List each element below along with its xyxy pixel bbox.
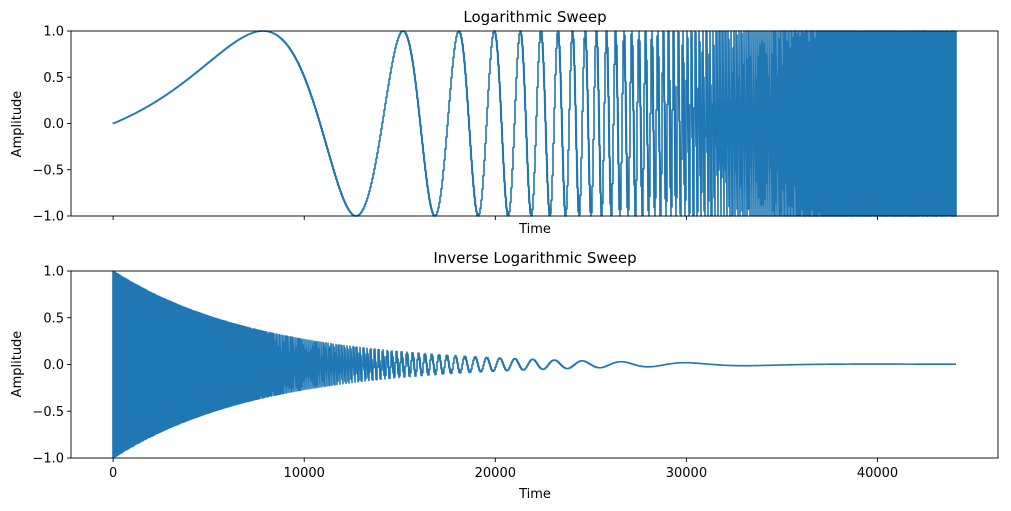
x-tick-label: 40000 xyxy=(857,466,898,481)
x-ticks: 0 10000 20000 30000 40000 xyxy=(109,458,898,481)
y-axis-label: Amplitude xyxy=(10,91,25,158)
chart-title: Logarithmic Sweep xyxy=(463,8,606,26)
plot-area xyxy=(112,30,957,217)
x-tick-label: 0 xyxy=(109,466,117,481)
y-tick-label: 1.0 xyxy=(43,265,64,280)
subplot-inverse-logarithmic-sweep: Inverse Logarithmic Sweep −1.0 −0.5 0.0 0.5… xyxy=(10,249,999,502)
y-tick-label: −0.5 xyxy=(32,163,64,178)
series-line xyxy=(112,270,956,459)
y-tick-label: 0.5 xyxy=(43,71,64,86)
y-tick-label: 0.5 xyxy=(43,311,64,326)
y-tick-label: −1.0 xyxy=(32,452,64,467)
series-line xyxy=(112,30,957,217)
y-ticks: −1.0 −0.5 0.0 0.5 1.0 xyxy=(32,265,71,467)
subplot-logarithmic-sweep: Logarithmic Sweep −1.0 −0.5 0.0 0.5 1.0 Time… xyxy=(10,8,999,237)
plot-area xyxy=(112,270,956,459)
y-ticks: −1.0 −0.5 0.0 0.5 1.0 xyxy=(32,25,71,225)
chart-title: Inverse Logarithmic Sweep xyxy=(433,249,636,267)
x-axis-label: Time xyxy=(518,222,551,237)
x-tick-label: 20000 xyxy=(475,466,516,481)
y-tick-label: −1.0 xyxy=(32,210,64,225)
y-tick-label: 0.0 xyxy=(43,117,64,132)
y-tick-label: −0.5 xyxy=(32,405,64,420)
y-tick-label: 0.0 xyxy=(43,358,64,373)
y-axis-label: Amplitude xyxy=(10,331,25,398)
x-tick-label: 30000 xyxy=(666,466,707,481)
x-tick-label: 10000 xyxy=(284,466,325,481)
x-ticks xyxy=(112,216,878,220)
x-axis-label: Time xyxy=(518,487,551,502)
y-tick-label: 1.0 xyxy=(43,25,64,40)
